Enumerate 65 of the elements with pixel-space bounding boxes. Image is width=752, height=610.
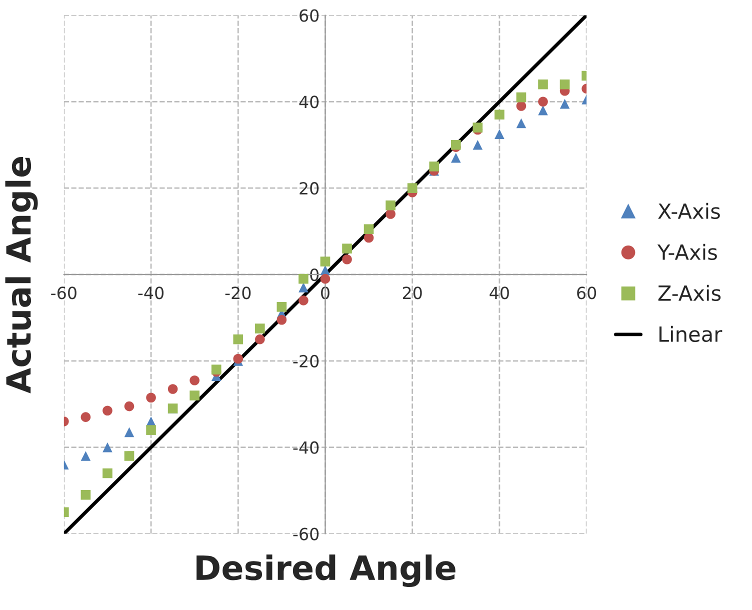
point [80,451,91,461]
point [211,364,222,374]
x-tick-label: 60 [577,286,596,300]
point [450,152,461,163]
point [538,96,548,107]
point [494,110,504,120]
x-tick-label: 0 [321,286,330,300]
point [429,162,440,172]
point [320,274,330,284]
point [538,79,548,90]
x-axis-title: Desired Angle [196,554,456,588]
point [168,384,178,394]
point [560,79,570,90]
point [450,140,461,150]
point [342,254,352,264]
point [342,244,352,254]
point [386,200,396,210]
point [516,92,526,102]
legend-label: Z-Axis [658,284,721,302]
point [298,296,308,306]
y-tick-label: -40 [293,441,319,454]
x-tick-label: 20 [402,286,422,300]
point [233,334,244,344]
point [233,354,244,364]
point [146,425,156,435]
y-tick-label: 20 [300,182,319,195]
x-tick-label: -60 [51,286,76,300]
y-axis-title: Actual Angle [5,157,38,394]
point [255,324,265,334]
point [190,390,200,400]
point [276,302,287,312]
y-tick-label: 60 [300,9,319,22]
y-tick-label: -20 [293,354,319,368]
legend-label: Y-Axis [657,244,717,260]
point [124,427,134,438]
y-tick-label: -60 [293,528,319,540]
point [102,468,112,478]
legend-label: Linear [659,326,722,342]
point [102,442,112,452]
point [255,334,265,344]
point [124,401,134,412]
point [472,140,483,150]
point [364,224,374,234]
point [364,232,374,243]
point [146,392,156,403]
point [472,122,483,132]
point [560,98,570,109]
point [494,129,504,139]
y-tick-label: 40 [299,96,319,108]
x-tick-label: -20 [225,286,251,300]
x-tick-label: 40 [490,286,509,300]
x-tick-label: -40 [138,286,164,300]
point [190,375,200,386]
point [298,282,308,292]
legend-label: X-Axis [658,202,720,220]
point [407,183,418,193]
point [124,451,134,461]
point [298,274,308,284]
point [102,406,112,416]
point [276,314,287,325]
point [538,105,548,116]
point [80,490,91,500]
point [320,256,330,266]
point [80,412,91,422]
point [516,118,526,128]
